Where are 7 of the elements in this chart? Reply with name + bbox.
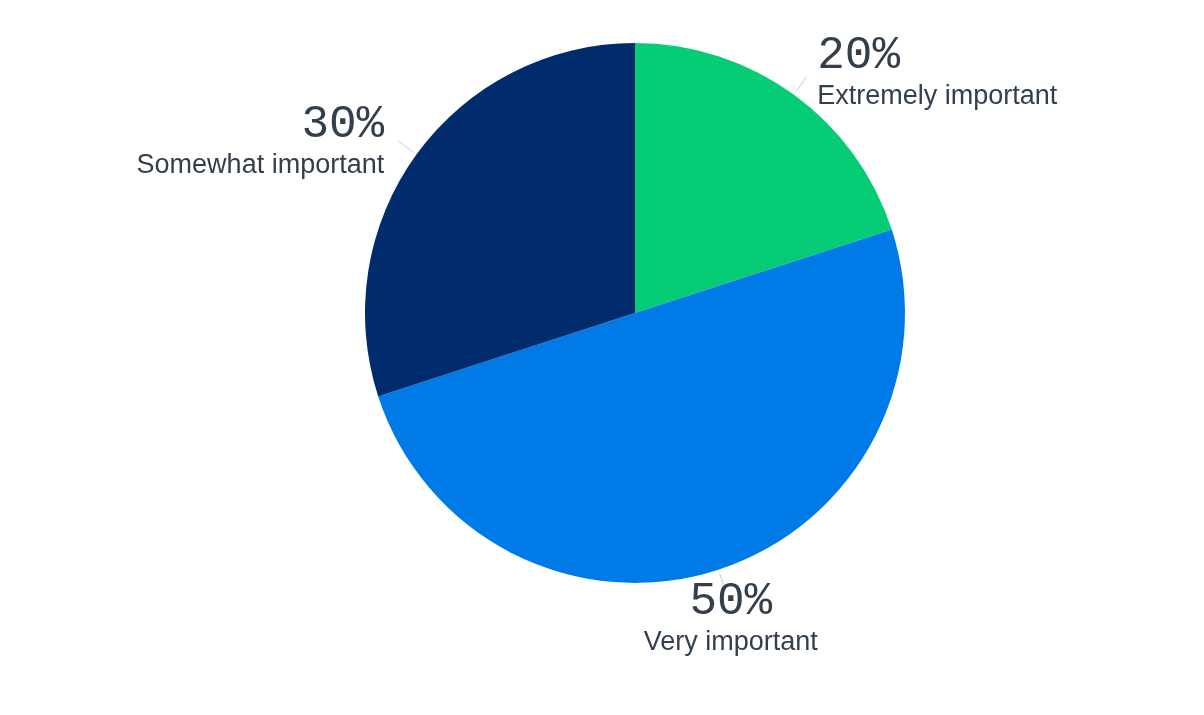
slice-label: Somewhat important <box>136 148 385 179</box>
data-label: 30% <box>301 98 385 151</box>
slice-label: Very important <box>643 625 819 656</box>
data-label: 50% <box>689 575 773 628</box>
pie-slice <box>378 229 905 583</box>
data-label: 20% <box>817 30 901 83</box>
slice-label: Extremely important <box>817 80 1058 111</box>
